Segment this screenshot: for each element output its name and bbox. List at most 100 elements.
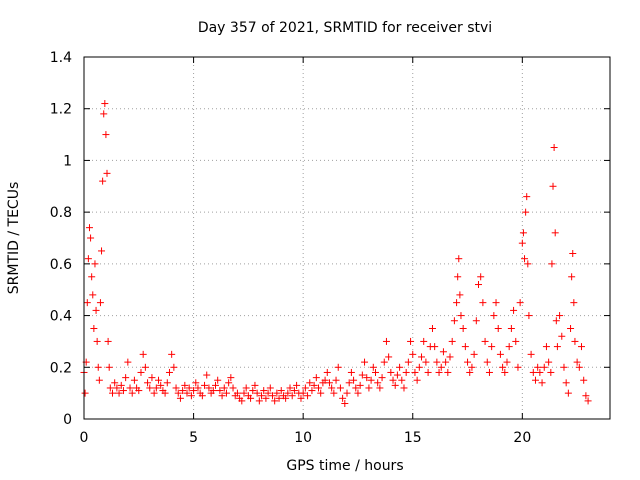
data-point <box>115 389 123 397</box>
data-point <box>562 379 570 387</box>
data-series <box>80 100 592 407</box>
data-point <box>455 255 463 263</box>
data-point <box>382 337 390 345</box>
data-point <box>400 384 408 392</box>
data-point <box>505 343 513 351</box>
data-point <box>548 260 556 268</box>
data-point <box>304 392 312 400</box>
data-point <box>293 381 301 389</box>
data-point <box>454 273 462 281</box>
x-axis-label: GPS time / hours <box>286 458 403 474</box>
data-point <box>398 376 406 384</box>
data-point <box>98 247 106 255</box>
data-point <box>571 337 579 345</box>
data-point <box>354 389 362 397</box>
data-point <box>266 384 274 392</box>
data-point <box>393 371 401 379</box>
data-point <box>560 363 568 371</box>
data-point <box>369 363 377 371</box>
data-point <box>481 337 489 345</box>
data-point <box>545 358 553 366</box>
data-point <box>464 358 472 366</box>
data-point <box>122 374 130 382</box>
data-point <box>317 389 325 397</box>
data-point <box>411 368 419 376</box>
data-point <box>130 376 138 384</box>
data-point <box>185 384 193 392</box>
data-point <box>573 358 581 366</box>
data-point <box>371 368 379 376</box>
data-point <box>216 387 224 395</box>
y-tick-label: 0.6 <box>50 257 72 273</box>
data-point <box>420 337 428 345</box>
data-point <box>102 131 110 139</box>
data-point <box>499 363 507 371</box>
data-point <box>468 363 476 371</box>
data-point <box>161 389 169 397</box>
data-point <box>352 384 360 392</box>
data-point <box>150 389 158 397</box>
data-point <box>376 384 384 392</box>
data-point <box>553 343 561 351</box>
data-point <box>301 384 309 392</box>
data-point <box>336 384 344 392</box>
data-point <box>552 317 560 325</box>
data-point <box>521 255 529 263</box>
data-point <box>343 389 351 397</box>
data-point <box>165 368 173 376</box>
x-tick-label: 5 <box>189 430 198 446</box>
data-point <box>198 392 206 400</box>
data-point <box>558 332 566 340</box>
data-point <box>524 260 532 268</box>
data-point <box>389 376 397 384</box>
data-point <box>404 358 412 366</box>
data-point <box>490 312 498 320</box>
data-point <box>205 384 213 392</box>
data-point <box>330 389 338 397</box>
data-point <box>214 376 222 384</box>
data-point <box>275 394 283 402</box>
data-point <box>297 394 305 402</box>
data-point <box>321 376 329 384</box>
data-point <box>456 291 464 299</box>
data-point <box>575 363 583 371</box>
y-tick-label: 1.4 <box>50 50 72 66</box>
data-point <box>453 299 461 307</box>
data-point <box>402 368 410 376</box>
data-point <box>87 234 95 242</box>
data-point <box>282 394 290 402</box>
data-point <box>435 368 443 376</box>
data-point <box>363 374 371 382</box>
data-point <box>117 381 125 389</box>
data-point <box>479 299 487 307</box>
data-point <box>531 376 539 384</box>
plot-frame <box>83 56 611 420</box>
y-axis-label: SRMTID / TECUs <box>6 182 22 295</box>
data-point <box>310 381 318 389</box>
data-point <box>253 389 261 397</box>
data-point <box>128 389 136 397</box>
data-point <box>183 389 191 397</box>
data-point <box>100 110 108 118</box>
data-point <box>334 363 342 371</box>
data-point <box>523 193 531 201</box>
data-point <box>203 371 211 379</box>
data-point <box>99 177 107 185</box>
data-point <box>361 358 369 366</box>
data-point <box>424 368 432 376</box>
data-point <box>485 368 493 376</box>
data-point <box>101 100 109 108</box>
data-point <box>155 376 163 384</box>
data-point <box>428 325 436 332</box>
data-point <box>90 325 98 332</box>
data-point <box>139 350 147 358</box>
data-point <box>220 384 228 392</box>
data-point <box>325 379 333 387</box>
data-point <box>356 381 364 389</box>
data-point <box>510 306 518 314</box>
data-point <box>137 368 145 376</box>
chart-title: Day 357 of 2021, SRMTID for receiver stv… <box>198 20 492 36</box>
data-point <box>190 387 198 395</box>
data-point <box>84 255 92 263</box>
